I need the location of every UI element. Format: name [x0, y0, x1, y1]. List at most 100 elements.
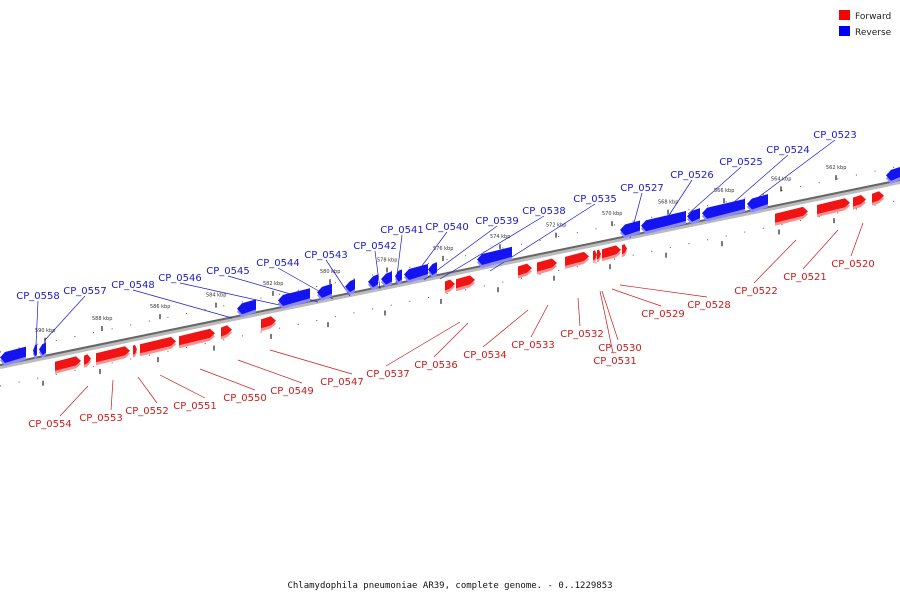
forward-gene-label[interactable]: CP_0549: [270, 386, 313, 397]
gene-arrow[interactable]: [477, 246, 512, 265]
reverse-gene-label[interactable]: CP_0540: [425, 222, 468, 233]
reverse-gene-label[interactable]: CP_0526: [670, 170, 713, 181]
forward-leader-line: [601, 290, 619, 341]
gene-arrow[interactable]: [641, 210, 686, 232]
forward-gene-label[interactable]: CP_0522: [734, 286, 777, 297]
reverse-gene-label[interactable]: CP_0541: [380, 225, 423, 236]
reverse-gene-label[interactable]: CP_0523: [813, 130, 856, 141]
legend: Forward Reverse: [839, 10, 892, 38]
gene-arrow[interactable]: [278, 288, 310, 306]
gene-arrow[interactable]: [345, 279, 355, 293]
gene-arrow[interactable]: [179, 328, 215, 346]
tick-label: 582 kbp: [263, 281, 283, 287]
gene-arrow[interactable]: [0, 346, 26, 363]
forward-gene-label[interactable]: CP_0529: [641, 309, 684, 320]
reverse-leader-line: [439, 215, 545, 280]
forward-gene-label[interactable]: CP_0537: [366, 369, 409, 380]
gene-arrow[interactable]: [886, 167, 900, 181]
gene-arrow[interactable]: [221, 325, 232, 337]
gene-arrow[interactable]: [817, 198, 850, 215]
gene-arrow[interactable]: [702, 198, 745, 219]
gene-arrow[interactable]: [39, 342, 46, 355]
reverse-gene-label[interactable]: CP_0539: [475, 216, 518, 227]
gene-arrow[interactable]: [261, 316, 276, 329]
gene-arrow[interactable]: [456, 275, 475, 289]
gene-arrow[interactable]: [55, 356, 81, 371]
gene-arrow[interactable]: [872, 191, 884, 203]
gene-arrow[interactable]: [747, 194, 768, 210]
gene-arrow[interactable]: [620, 220, 640, 236]
forward-leader-line: [577, 297, 581, 327]
tick-label: 586 kbp: [150, 304, 170, 310]
gene-arrow[interactable]: [395, 269, 402, 282]
reverse-gene-label[interactable]: CP_0544: [256, 258, 299, 269]
forward-gene-label[interactable]: CP_0531: [593, 356, 636, 367]
forward-gene-label[interactable]: CP_0530: [598, 343, 641, 354]
gene-arrow[interactable]: [593, 250, 597, 261]
gene-arrow[interactable]: [381, 271, 392, 285]
gene-arrow[interactable]: [565, 251, 589, 266]
gene-arrow[interactable]: [602, 245, 621, 259]
forward-gene-label[interactable]: CP_0533: [511, 340, 554, 351]
reverse-gene-label[interactable]: CP_0524: [766, 145, 809, 156]
gene-arrow[interactable]: [133, 344, 137, 355]
gene-arrow[interactable]: [96, 346, 130, 363]
genome-backbone-shadow: [0, 180, 900, 369]
forward-gene-label[interactable]: CP_0554: [28, 419, 71, 430]
gene-arrow[interactable]: [317, 283, 332, 298]
forward-gene-label[interactable]: CP_0534: [463, 350, 506, 361]
reverse-gene-label[interactable]: CP_0535: [573, 194, 616, 205]
legend-reverse-label: Reverse: [855, 28, 892, 38]
labels-layer: CP_0558 CP_0557 CP_0548 CP_0546 CP_0545 CP_05…: [16, 130, 874, 430]
forward-gene-label[interactable]: CP_0536: [414, 360, 457, 371]
forward-gene-label[interactable]: CP_0547: [320, 377, 363, 388]
forward-leader-line: [482, 309, 529, 348]
reverse-gene-label[interactable]: CP_0545: [206, 266, 249, 277]
reverse-leader-line: [724, 154, 789, 211]
gene-arrow[interactable]: [518, 263, 532, 276]
gene-arrow[interactable]: [853, 194, 866, 207]
forward-gene-label[interactable]: CP_0550: [223, 393, 266, 404]
forward-gene-label[interactable]: CP_0528: [687, 300, 730, 311]
reverse-gene-label[interactable]: CP_0548: [111, 280, 154, 291]
forward-gene-label[interactable]: CP_0552: [125, 406, 168, 417]
forward-gene-label[interactable]: CP_0520: [831, 259, 874, 270]
gene-arrow[interactable]: [404, 264, 428, 280]
forward-gene-label[interactable]: CP_0532: [560, 329, 603, 340]
ticks-layer: 590 kbp 588 kbp 586 kbp 584 kbp 582 kbp 580 k…: [35, 165, 846, 386]
gene-arrow[interactable]: [237, 299, 256, 315]
reverse-leader-line: [755, 139, 836, 200]
gene-arrow[interactable]: [687, 208, 700, 222]
forward-gene-label[interactable]: CP_0553: [79, 413, 122, 424]
tick-label: 564 kbp: [771, 176, 791, 182]
tick-label: 562 kbp: [826, 165, 846, 171]
reverse-leader-line: [179, 282, 285, 307]
forward-leader-line: [802, 229, 839, 270]
forward-gene-label[interactable]: CP_0521: [783, 272, 826, 283]
reverse-leader-line: [44, 295, 86, 341]
forward-leader-line: [159, 374, 206, 399]
gene-arrow[interactable]: [428, 262, 437, 276]
gene-arrow[interactable]: [445, 279, 455, 291]
gene-arrow[interactable]: [84, 354, 91, 365]
genes-layer: [0, 167, 900, 374]
reverse-gene-label[interactable]: CP_0546: [158, 273, 201, 284]
reverse-gene-label[interactable]: CP_0527: [620, 183, 663, 194]
gene-arrow[interactable]: [775, 206, 808, 223]
gene-arrow[interactable]: [597, 249, 601, 260]
forward-gene-label[interactable]: CP_0551: [173, 401, 216, 412]
genome-backbone: [0, 179, 900, 366]
forward-leader-line: [59, 385, 89, 417]
forward-leader-line: [137, 376, 158, 404]
reverse-gene-label[interactable]: CP_0557: [63, 286, 106, 297]
gene-arrow[interactable]: [33, 344, 37, 357]
reverse-gene-label[interactable]: CP_0538: [522, 206, 565, 217]
gene-arrow[interactable]: [537, 258, 557, 272]
reverse-gene-label[interactable]: CP_0543: [304, 250, 347, 261]
reverse-gene-label[interactable]: CP_0525: [719, 157, 762, 168]
gene-arrow[interactable]: [140, 336, 176, 354]
reverse-gene-label[interactable]: CP_0542: [353, 241, 396, 252]
gene-arrow[interactable]: [622, 244, 627, 255]
gene-arrow[interactable]: [368, 274, 378, 288]
reverse-gene-label[interactable]: CP_0558: [16, 291, 59, 302]
